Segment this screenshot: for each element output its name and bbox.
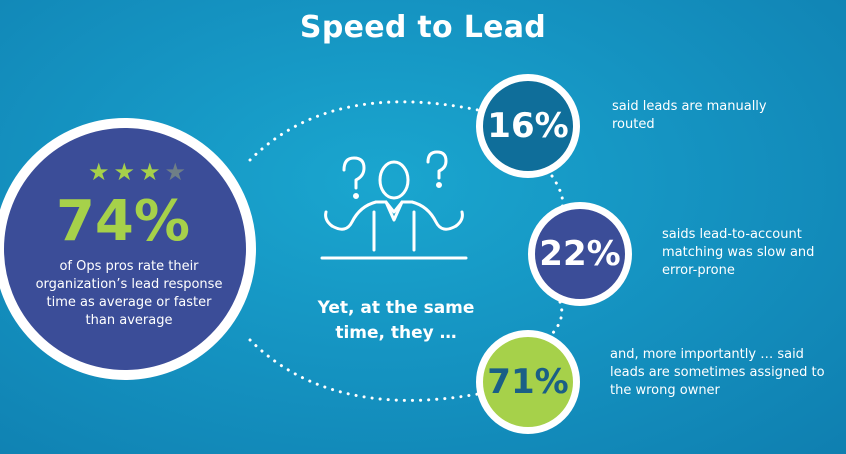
- star-icon: ★: [113, 158, 136, 186]
- stat-text-1: said leads are manually routed: [612, 99, 767, 132]
- stat-circle-3: 71%: [476, 330, 580, 434]
- main-stat-circle: [0, 118, 256, 380]
- transition-text: Yet, at the same time, they …: [317, 298, 475, 343]
- confused-person-icon: [320, 150, 468, 260]
- main-stat-value: 74%: [55, 189, 191, 254]
- stat-text-3: and, more importantly … said leads are s…: [610, 347, 825, 398]
- star-icon: ★: [139, 158, 161, 186]
- page-title: Speed to Lead: [299, 10, 547, 45]
- star-icon: ★: [164, 158, 187, 186]
- stat-circle-2: 22%: [528, 202, 632, 306]
- star-icon: ★: [88, 158, 110, 186]
- rating-stars: ★ ★ ★ ★: [88, 160, 186, 184]
- stat-text-2: saids lead-to-account matching was slow …: [662, 227, 815, 278]
- main-stat-description: of Ops pros rate their organization’s le…: [35, 259, 223, 328]
- stat-circle-1: 16%: [476, 74, 580, 178]
